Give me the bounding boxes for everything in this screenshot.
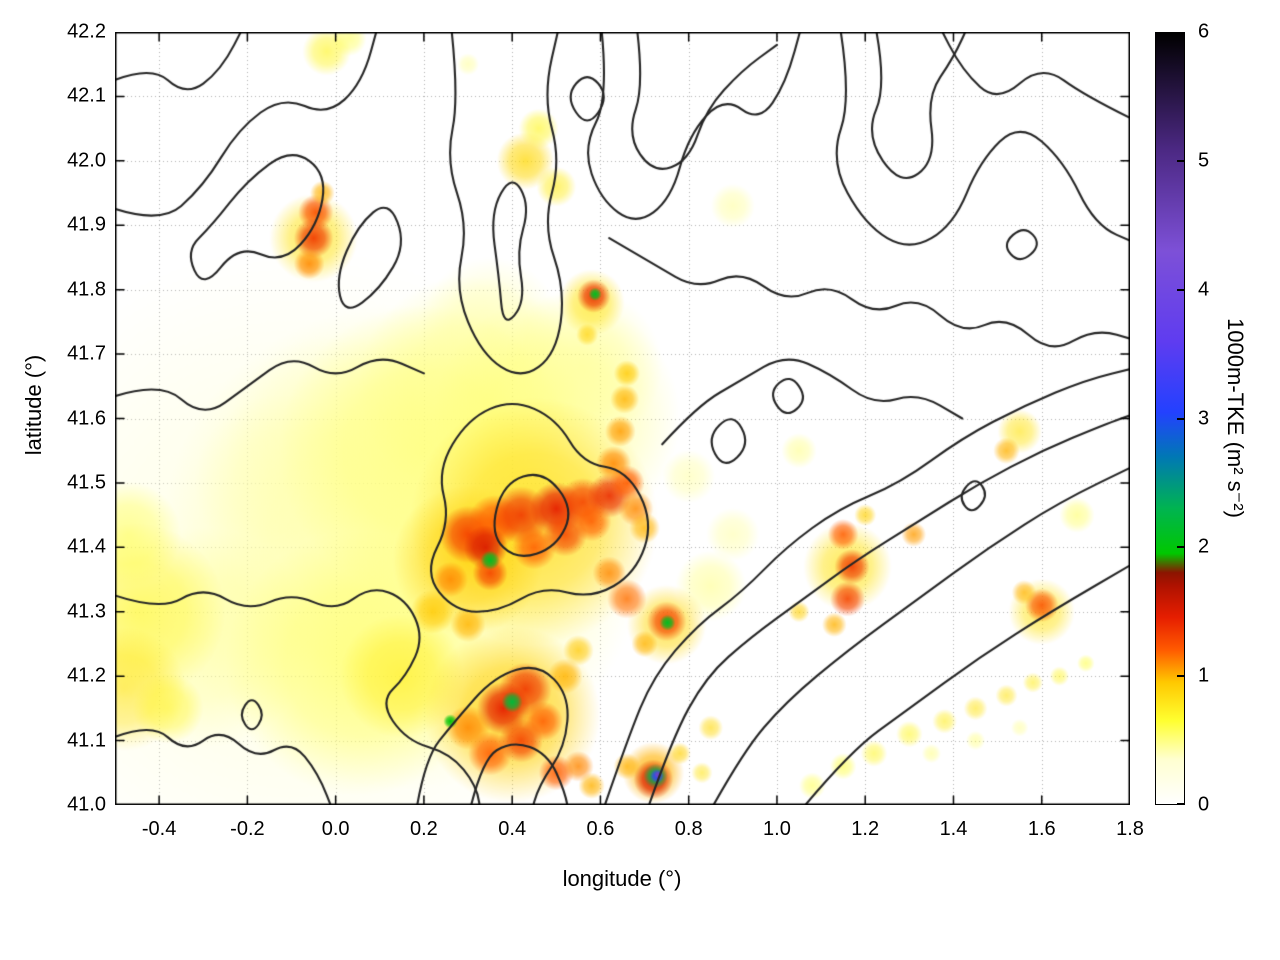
y-tick-label: 41.0 [67, 793, 106, 816]
y-tick-label: 41.4 [67, 535, 106, 558]
colorbar-tick-mark [1177, 546, 1184, 549]
heatmap-contour-canvas [115, 32, 1130, 805]
colorbar-tick-label: 3 [1198, 407, 1210, 429]
y-tick-label: 41.8 [67, 278, 106, 301]
y-tick-label: 42.2 [67, 20, 106, 43]
colorbar-tick-mark [1177, 32, 1184, 34]
x-axis-title: longitude (°) [562, 866, 682, 891]
x-tick-label: -0.4 [141, 818, 177, 840]
y-tick-label: 41.7 [67, 342, 106, 365]
x-tick-label: 0.0 [321, 818, 350, 840]
colorbar-tick-label: 4 [1198, 278, 1210, 301]
y-tick-label: 41.5 [67, 471, 106, 494]
colorbar-tick-label: 6 [1198, 20, 1210, 43]
x-tick-label: 0.6 [586, 818, 615, 840]
x-tick-label: 1.8 [1116, 818, 1144, 840]
y-axis-title: latitude (°) [21, 354, 46, 456]
x-tick-label: 1.0 [763, 818, 791, 840]
x-tick-label: 1.6 [1027, 818, 1056, 840]
x-tick-label: 1.4 [939, 818, 968, 840]
colorbar-tick-label: 0 [1198, 793, 1210, 816]
x-tick-label: -0.2 [230, 818, 265, 840]
y-tick-label: 42.0 [67, 149, 106, 172]
x-tick-label: 0.2 [410, 818, 438, 840]
y-tick-label: 41.6 [67, 407, 106, 429]
colorbar-tick-mark [1177, 288, 1184, 291]
colorbar-tick-mark [1177, 675, 1184, 678]
colorbar-tick-mark [1177, 417, 1184, 420]
y-tick-label: 41.1 [67, 729, 106, 752]
x-tick-label: 1.2 [851, 818, 880, 840]
x-tick-label: 0.4 [498, 818, 527, 840]
y-tick-label: 41.9 [67, 213, 106, 236]
y-tick-label: 42.1 [67, 84, 106, 107]
colorbar-tick-label: 5 [1198, 149, 1210, 172]
colorbar-tick-mark [1177, 159, 1184, 162]
colorbar-title: 1000m-TKE (m² s⁻²) [1223, 318, 1248, 518]
y-tick-label: 41.2 [67, 664, 106, 687]
x-tick-label: 0.8 [674, 818, 703, 840]
y-tick-label: 41.3 [67, 600, 106, 623]
colorbar-tick-mark [1177, 803, 1184, 805]
colorbar-tick-label: 2 [1198, 535, 1210, 558]
colorbar-tick-label: 1 [1198, 664, 1210, 687]
